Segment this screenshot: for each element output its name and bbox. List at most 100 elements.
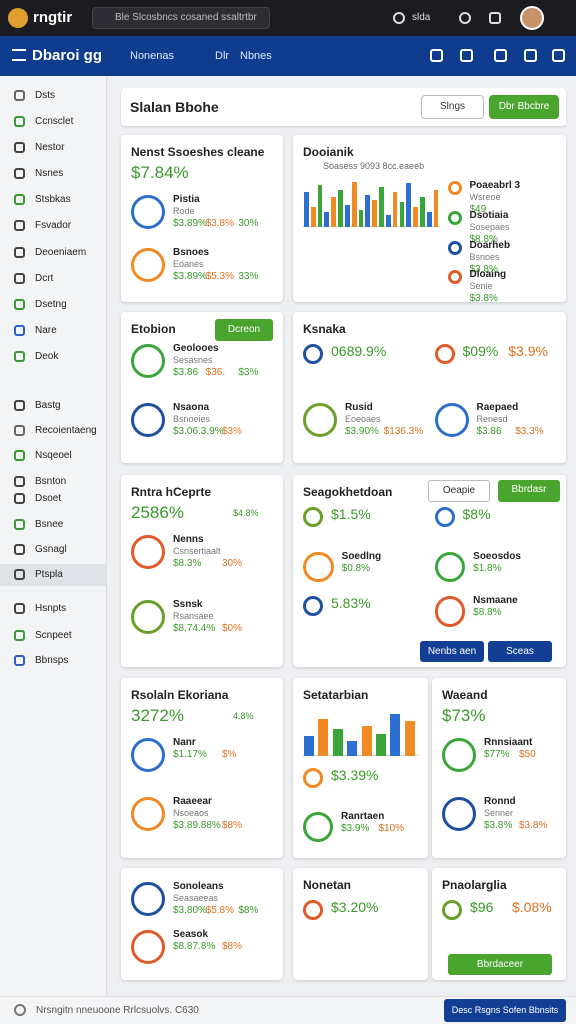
sidebar-label: Stsbkas — [35, 194, 71, 205]
tab[interactable]: Nbnes — [240, 50, 272, 62]
button[interactable]: Bbrdasr — [498, 480, 560, 502]
button[interactable]: Nenbs aen — [420, 641, 484, 662]
sidebar-icon — [14, 493, 25, 504]
sidebar-icon — [14, 90, 25, 101]
search-field[interactable]: Ble Slcosbncs cosaned ssaltrtbr — [92, 7, 270, 29]
card: Seagokhetdoan Oeapie Bbrdasr $1.5% $8% Soedln… — [293, 475, 566, 667]
item-name: Nenns — [173, 534, 204, 545]
sidebar-item[interactable]: Bastg — [0, 395, 106, 417]
sidebar-item[interactable]: Dsoet — [0, 488, 106, 510]
list-item: Ssnsk Rsansaee $8.74.4% $0% — [129, 596, 275, 659]
bar — [304, 736, 315, 756]
sidebar-item[interactable]: Dsts — [0, 85, 106, 107]
bar — [385, 214, 391, 227]
header-icon[interactable] — [524, 49, 537, 62]
sidebar-icon — [14, 247, 25, 258]
item-value: $1.17% — [173, 749, 207, 760]
button[interactable]: Bbrdaceer — [448, 954, 552, 975]
sidebar-item[interactable]: Nsnes — [0, 163, 106, 185]
icon[interactable] — [459, 12, 471, 24]
item-name: Poaeabrl 3 — [469, 180, 521, 191]
item-detail: Senie — [469, 281, 493, 292]
item-icon — [434, 507, 455, 527]
item-value: $3.3% — [515, 425, 544, 437]
item-value: $10% — [378, 823, 405, 834]
icon[interactable] — [489, 12, 501, 24]
button[interactable]: Dcreon — [215, 319, 273, 341]
item-value: $3.89% — [173, 218, 207, 229]
item-value: $8.74.4% — [173, 623, 216, 634]
item-icon — [131, 930, 165, 964]
list-item: $09% $3.9% — [433, 340, 559, 397]
item-detail: Eoanes — [173, 258, 204, 269]
sidebar-item[interactable]: Dcrt — [0, 268, 106, 290]
menu-icon[interactable] — [12, 49, 26, 61]
item-icon — [442, 900, 462, 920]
sidebar-item[interactable]: Ptspla — [0, 564, 106, 586]
button[interactable]: Desc Rsgns Sofen Bbnsits — [444, 999, 566, 1022]
sidebar-item[interactable]: Ccnsclet — [0, 111, 106, 133]
sidebar-item[interactable]: Dsetng — [0, 294, 106, 316]
tab[interactable]: Dlr — [215, 50, 230, 62]
bar — [375, 733, 386, 756]
item-value: $5.8% — [205, 905, 235, 916]
item-value: $77% — [484, 749, 510, 760]
list-item: Doarheb Bsnoes $3.8% — [446, 237, 557, 275]
sidebar-label: Nsnes — [35, 168, 64, 179]
card: Etobion Dcreon Geolooes Sesasnes $3.86 $36. $3… — [121, 312, 283, 463]
item-value: $% — [222, 749, 237, 760]
bar — [332, 728, 343, 756]
bar — [392, 192, 398, 227]
header-icon[interactable] — [552, 49, 565, 62]
item-name: Ranrtaen — [341, 811, 385, 822]
sidebar-item[interactable]: Gsnagl — [0, 539, 106, 561]
card: Dooianik Soasess 9093 8cc.eaeeb Poaeabrl 3… — [293, 135, 566, 304]
item-value: 30% — [222, 558, 243, 569]
sidebar-item[interactable]: Bsnee — [0, 514, 106, 536]
sidebar-item[interactable]: Stsbkas — [0, 189, 106, 211]
item-icon — [442, 797, 476, 831]
button[interactable]: Slngs — [421, 95, 484, 119]
tab[interactable]: Nonenas — [130, 50, 175, 62]
item-value: $96 — [470, 899, 494, 915]
item-value: $3.8% — [519, 820, 548, 831]
sidebar-item[interactable]: Nsqeoel — [0, 445, 106, 467]
button[interactable]: Oeapie — [428, 480, 490, 502]
sidebar-label: Dcrt — [35, 273, 54, 284]
status-icon[interactable] — [393, 12, 405, 24]
button[interactable]: Sceas — [488, 641, 552, 662]
item-icon — [131, 738, 165, 772]
sidebar-item[interactable]: Nestor — [0, 137, 106, 159]
item-value: $0% — [222, 623, 243, 634]
page-title: Slalan Bbohe — [130, 99, 219, 115]
sidebar-label: Nsqeoel — [35, 450, 72, 461]
sidebar-item[interactable]: Recoientaeng — [0, 420, 106, 442]
item-detail: Rode — [173, 206, 195, 216]
sidebar-item[interactable]: Fsvador — [0, 215, 106, 237]
item-icon — [131, 882, 165, 916]
sidebar-item[interactable]: Bbnsps — [0, 650, 106, 672]
item-detail: Csnsertiaalt — [173, 546, 221, 556]
logo: rngtir — [33, 9, 73, 26]
header-icon[interactable] — [494, 49, 507, 62]
item-icon — [303, 596, 323, 617]
sidebar-icon — [14, 299, 25, 310]
sidebar-item[interactable]: Hsnpts — [0, 598, 106, 620]
sidebar-item[interactable]: Nare — [0, 320, 106, 342]
stat-note: $4.8% — [233, 508, 259, 518]
header-icon[interactable] — [430, 49, 443, 62]
item-detail: Senner — [484, 808, 514, 818]
sidebar-item[interactable]: Bsnton — [0, 471, 106, 493]
sidebar-item[interactable]: Deoeniaem — [0, 242, 106, 264]
sidebar-label: Bsnton — [35, 476, 67, 487]
button[interactable]: Dbr Bbcbre — [489, 95, 559, 119]
sidebar-item[interactable]: Deok — [0, 346, 106, 368]
item-value: $3.9% — [341, 823, 370, 834]
item-name: Dsotiaia — [469, 209, 509, 221]
bar — [420, 197, 425, 227]
item-name: Soedlng — [341, 550, 382, 562]
header-icon[interactable] — [460, 49, 473, 62]
sidebar-item[interactable]: Scnpeet — [0, 625, 106, 647]
avatar[interactable] — [520, 6, 544, 30]
sidebar-label: Deok — [35, 351, 59, 362]
